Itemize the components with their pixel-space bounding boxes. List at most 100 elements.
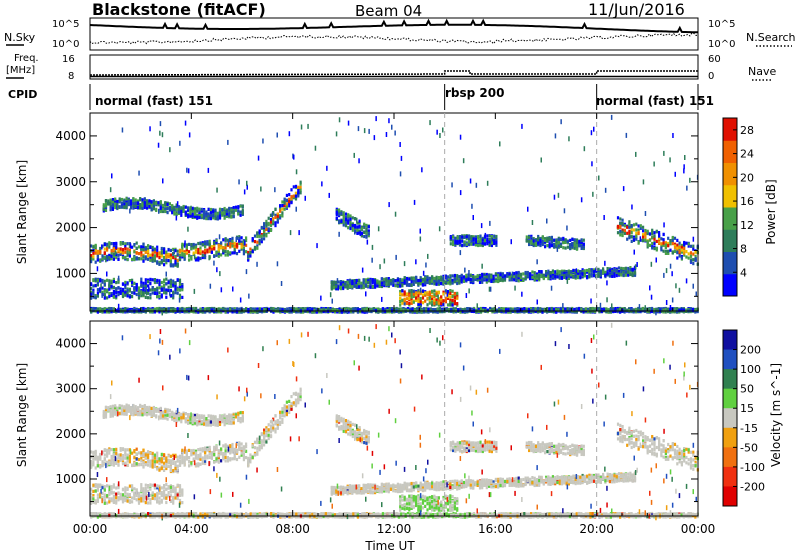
power-cell xyxy=(428,293,431,297)
power-cell xyxy=(214,208,217,212)
power-cell xyxy=(376,283,379,287)
power-cell xyxy=(306,307,309,311)
power-cell xyxy=(136,199,140,203)
power-cell xyxy=(297,194,300,198)
power-cell xyxy=(401,301,404,305)
power-cell xyxy=(256,244,259,248)
power-cell xyxy=(477,235,480,239)
power-cell xyxy=(644,236,647,240)
power-cell xyxy=(592,268,596,272)
power-cell xyxy=(196,206,199,210)
power-cell xyxy=(160,280,163,285)
power-cell xyxy=(444,296,447,300)
power-cell xyxy=(635,228,638,232)
power-cell xyxy=(362,281,365,285)
power-cell xyxy=(223,216,226,220)
power-cell xyxy=(151,258,154,262)
power-cell xyxy=(174,284,177,288)
power-cell xyxy=(132,203,135,207)
power-cell xyxy=(115,281,118,285)
power-cell xyxy=(628,220,631,224)
power-cell xyxy=(456,274,459,278)
power-cell xyxy=(254,310,257,314)
power-cell xyxy=(101,257,104,261)
power-cell xyxy=(446,296,450,300)
power-cell xyxy=(216,217,219,221)
power-cell xyxy=(183,255,186,259)
power-cell xyxy=(442,281,445,285)
power-cell xyxy=(92,288,95,292)
power-cell xyxy=(520,307,524,312)
power-cell xyxy=(459,308,462,312)
power-cell xyxy=(371,285,374,289)
power-cell xyxy=(158,306,161,311)
power-cell xyxy=(563,273,566,278)
power-cell xyxy=(339,280,342,284)
power-cell xyxy=(411,307,414,311)
power-cell xyxy=(433,298,436,302)
power-cell xyxy=(415,279,418,283)
power-cell xyxy=(121,282,125,286)
power-cell xyxy=(389,278,393,282)
power-cell xyxy=(231,307,234,311)
power-cell xyxy=(549,271,552,275)
power-cell xyxy=(279,307,282,311)
power-cell xyxy=(667,244,670,248)
power-cell xyxy=(616,225,620,229)
power-cell xyxy=(110,257,113,261)
power-cell xyxy=(158,256,161,260)
power-cell xyxy=(356,225,359,229)
power-cell xyxy=(242,252,245,256)
power-cell xyxy=(90,283,93,287)
power-cell xyxy=(272,307,275,311)
power-cell xyxy=(474,240,477,244)
power-cell xyxy=(558,270,561,274)
power-cell xyxy=(451,298,454,302)
power-cell xyxy=(408,291,411,295)
power-cell xyxy=(474,243,477,247)
power-cell xyxy=(183,253,186,257)
power-cell xyxy=(240,247,243,251)
power-cell xyxy=(408,289,411,293)
power-cell xyxy=(394,279,397,283)
power-cell xyxy=(90,308,93,312)
power-cell xyxy=(334,310,337,314)
power-cell xyxy=(283,197,286,201)
power-cell xyxy=(453,275,456,279)
power-cell xyxy=(532,242,535,246)
power-cell xyxy=(664,245,667,250)
power-cell xyxy=(412,277,415,281)
power-cell xyxy=(470,237,473,241)
power-cell xyxy=(283,207,286,211)
power-cell xyxy=(467,274,470,278)
power-cell xyxy=(356,308,359,312)
power-cell xyxy=(570,272,573,276)
power-cell xyxy=(518,308,521,312)
power-cell xyxy=(165,291,168,295)
power-cell xyxy=(220,241,223,245)
power-cell xyxy=(490,273,493,277)
power-cell xyxy=(209,213,212,218)
power-cell xyxy=(153,254,156,258)
power-cell xyxy=(272,308,275,312)
power-cell xyxy=(221,211,224,215)
power-cell xyxy=(571,242,574,246)
power-cell xyxy=(564,307,567,311)
power-cell xyxy=(104,208,108,212)
power-cell xyxy=(658,234,661,238)
power-cell xyxy=(417,282,420,286)
power-cell xyxy=(653,237,656,241)
power-cell xyxy=(592,270,596,274)
power-cell xyxy=(124,307,127,311)
power-cell xyxy=(217,243,220,247)
power-cell xyxy=(110,293,113,297)
power-cell xyxy=(513,275,516,279)
power-cell xyxy=(483,277,486,281)
power-cell xyxy=(582,245,585,249)
power-cell xyxy=(158,279,161,283)
power-cell xyxy=(664,241,667,245)
power-cell xyxy=(204,256,207,260)
power-cell xyxy=(582,242,585,246)
power-cell xyxy=(213,244,216,248)
